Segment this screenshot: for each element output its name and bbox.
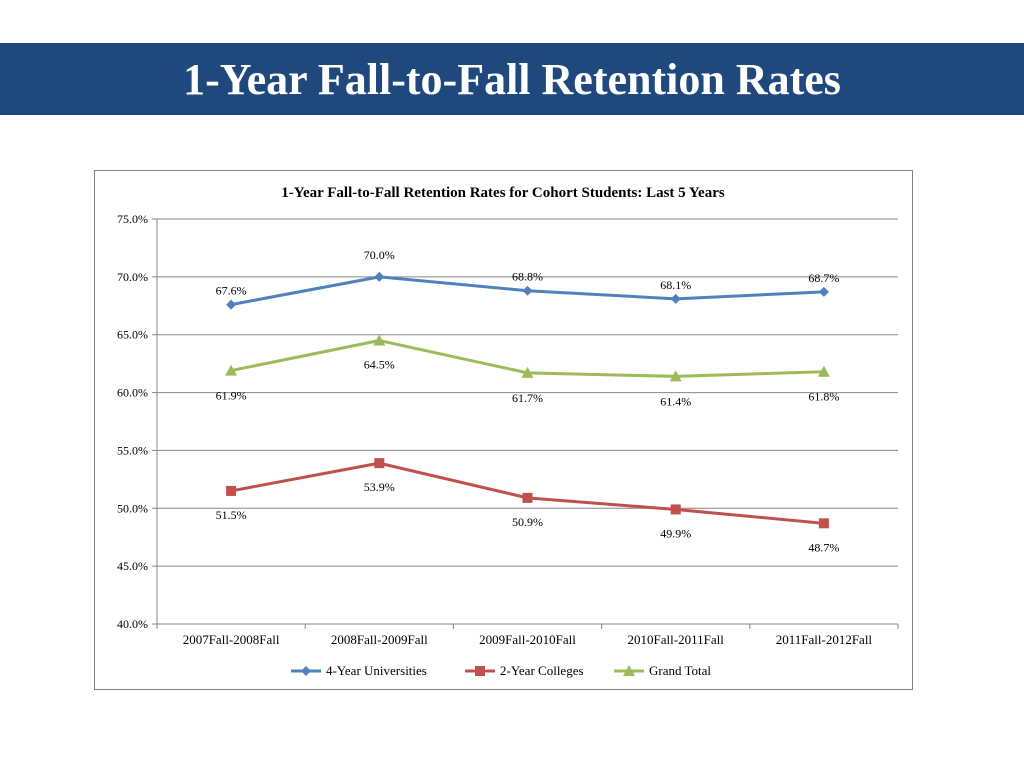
y-tick-label: 75.0% <box>117 212 148 226</box>
x-tick-label: 2011Fall-2012Fall <box>776 632 873 647</box>
data-label: 68.8% <box>512 270 543 284</box>
x-tick-label: 2009Fall-2010Fall <box>479 632 576 647</box>
point-marker <box>374 458 385 469</box>
y-tick-label: 65.0% <box>117 328 148 342</box>
point-marker <box>670 293 681 304</box>
x-tick-label: 2010Fall-2011Fall <box>628 632 725 647</box>
y-tick-label: 55.0% <box>117 443 148 457</box>
slide-title-bar: 1-Year Fall-to-Fall Retention Rates <box>0 43 1024 115</box>
point-marker <box>225 364 238 376</box>
data-label: 53.9% <box>364 480 395 494</box>
y-tick-label: 70.0% <box>117 270 148 284</box>
y-tick-label: 50.0% <box>117 501 148 515</box>
y-tick-label: 40.0% <box>117 617 148 631</box>
legend-item: 2-Year Colleges <box>465 663 584 678</box>
data-label: 67.6% <box>216 284 247 298</box>
point-marker <box>226 299 237 310</box>
point-marker <box>475 666 485 676</box>
point-marker <box>301 666 311 676</box>
data-label: 51.5% <box>216 508 247 522</box>
data-label: 48.7% <box>808 540 839 554</box>
chart-title: 1-Year Fall-to-Fall Retention Rates for … <box>281 185 725 201</box>
legend-label: Grand Total <box>649 663 711 678</box>
legend-label: 2-Year Colleges <box>500 663 584 678</box>
x-tick-label: 2008Fall-2009Fall <box>331 632 428 647</box>
data-label: 61.9% <box>216 389 247 403</box>
point-marker <box>817 365 830 377</box>
point-marker <box>670 504 681 515</box>
series-grand-total: 61.9% 64.5% 61.7% 61.4% 61.8% <box>216 334 839 408</box>
data-label: 61.7% <box>512 391 543 405</box>
x-tick-label: 2007Fall-2008Fall <box>183 632 280 647</box>
legend: 4-Year Universities 2-Year Colleges Grand … <box>291 663 711 678</box>
retention-line-chart: 1-Year Fall-to-Fall Retention Rates for … <box>117 185 899 678</box>
data-label: 49.9% <box>660 526 691 540</box>
data-label: 61.8% <box>808 390 839 404</box>
point-marker <box>623 665 635 676</box>
point-marker <box>669 370 682 382</box>
data-label: 68.1% <box>660 278 691 292</box>
axes: 40.0% 45.0% 50.0% 55.0% 60.0% 65.0% 70.0% 75.0%… <box>117 212 899 647</box>
point-marker <box>374 271 385 282</box>
series-group: 67.6% 70.0% 68.8% 68.1% 68.7% 51.5% 53.9% 50.9%… <box>216 248 840 554</box>
point-marker <box>521 366 534 378</box>
series-2-year-colleges: 51.5% 53.9% 50.9% 49.9% 48.7% <box>216 458 839 554</box>
point-marker <box>818 518 829 529</box>
point-marker <box>818 286 829 297</box>
point-marker <box>226 485 237 496</box>
point-marker <box>373 334 386 346</box>
slide-title: 1-Year Fall-to-Fall Retention Rates <box>183 54 841 104</box>
data-label: 68.7% <box>808 271 839 285</box>
point-marker <box>522 492 533 503</box>
chart-frame: 1-Year Fall-to-Fall Retention Rates for … <box>94 170 913 690</box>
gridlines <box>157 218 898 567</box>
data-label: 50.9% <box>512 515 543 529</box>
legend-item: 4-Year Universities <box>291 663 427 678</box>
data-label: 61.4% <box>660 394 691 408</box>
data-label: 64.5% <box>364 358 395 372</box>
legend-label: 4-Year Universities <box>326 663 427 678</box>
data-label: 70.0% <box>364 248 395 262</box>
y-tick-label: 45.0% <box>117 559 148 573</box>
y-tick-label: 60.0% <box>117 386 148 400</box>
legend-item: Grand Total <box>614 663 711 678</box>
point-marker <box>522 285 533 296</box>
series-4-year-universities: 67.6% 70.0% 68.8% 68.1% 68.7% <box>216 248 839 310</box>
